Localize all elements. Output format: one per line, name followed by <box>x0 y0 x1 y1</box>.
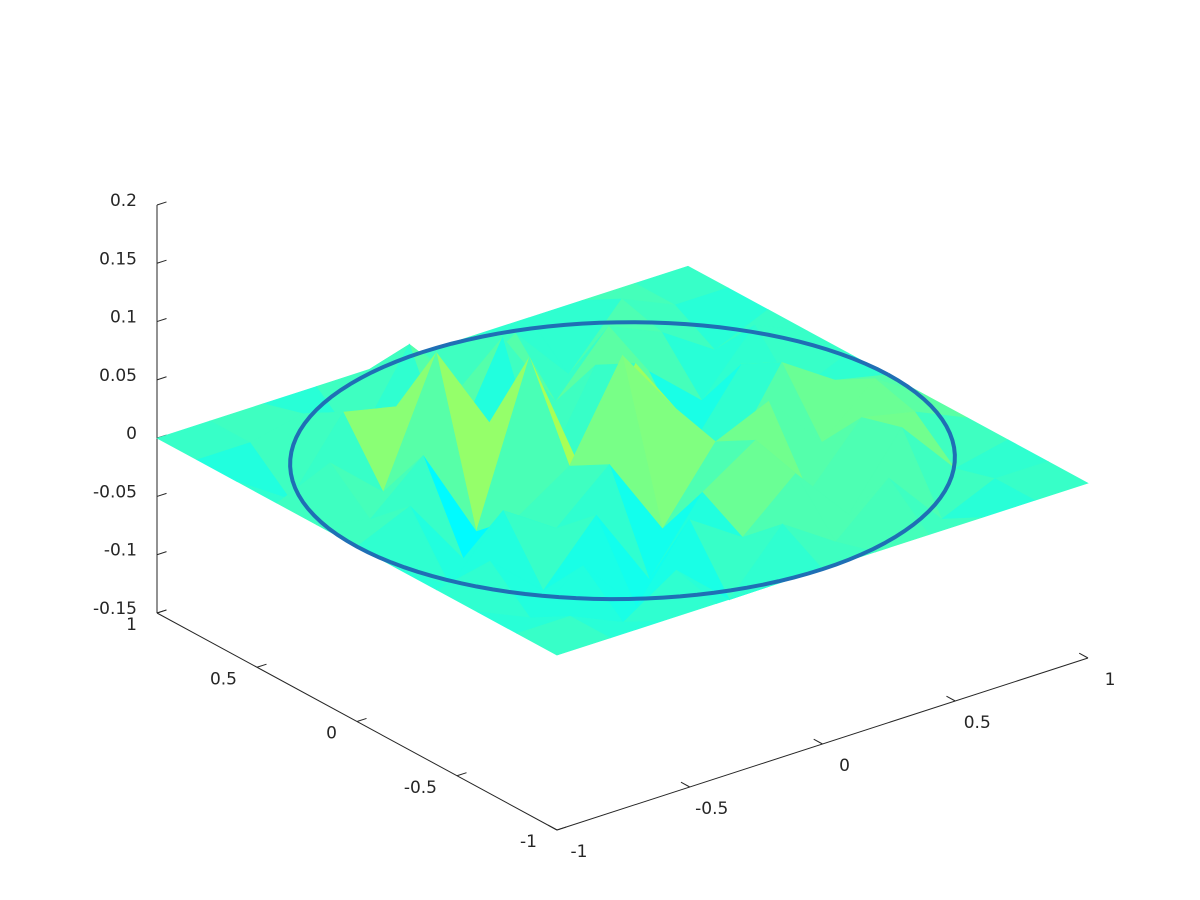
x-tick-label: 1 <box>1105 670 1116 690</box>
surface-face <box>516 615 611 656</box>
x-tick <box>547 824 558 831</box>
z-tick <box>156 259 167 264</box>
boundary-curve <box>288 320 957 602</box>
y-tick <box>256 663 267 668</box>
z-tick-label: 0.05 <box>99 366 137 386</box>
z-tick-label: 0.2 <box>110 191 137 211</box>
z-tick <box>156 551 167 556</box>
z-tick <box>156 318 167 323</box>
y-tick-label: 1 <box>126 615 137 635</box>
z-tick <box>156 492 167 497</box>
y-tick <box>156 609 167 614</box>
x-tick <box>946 695 956 702</box>
x-tick <box>1078 652 1089 659</box>
z-tick-label: -0.05 <box>93 482 137 502</box>
z-tick <box>156 376 167 381</box>
y-tick-label: 0 <box>326 724 337 744</box>
x-tick-label: 0.5 <box>964 713 991 733</box>
y-tick <box>456 772 467 777</box>
y-tick-label: -1 <box>520 832 537 852</box>
x-tick-label: -1 <box>571 842 588 862</box>
y-tick-label: 0.5 <box>210 669 237 689</box>
x-tick <box>680 781 690 788</box>
z-tick-label: -0.1 <box>104 541 137 561</box>
x-tick-label: 0 <box>839 756 850 776</box>
z-tick-label: 0.15 <box>99 249 137 269</box>
y-tick <box>556 826 567 831</box>
y-tick <box>356 717 367 722</box>
z-tick <box>156 201 167 206</box>
z-tick-label: 0 <box>126 424 137 444</box>
z-tick-label: 0.1 <box>110 308 137 328</box>
z-tick-label: -0.15 <box>93 599 137 619</box>
y-tick-label: -0.5 <box>404 778 437 798</box>
x-tick-label: -0.5 <box>695 799 728 819</box>
x-tick <box>813 738 823 745</box>
